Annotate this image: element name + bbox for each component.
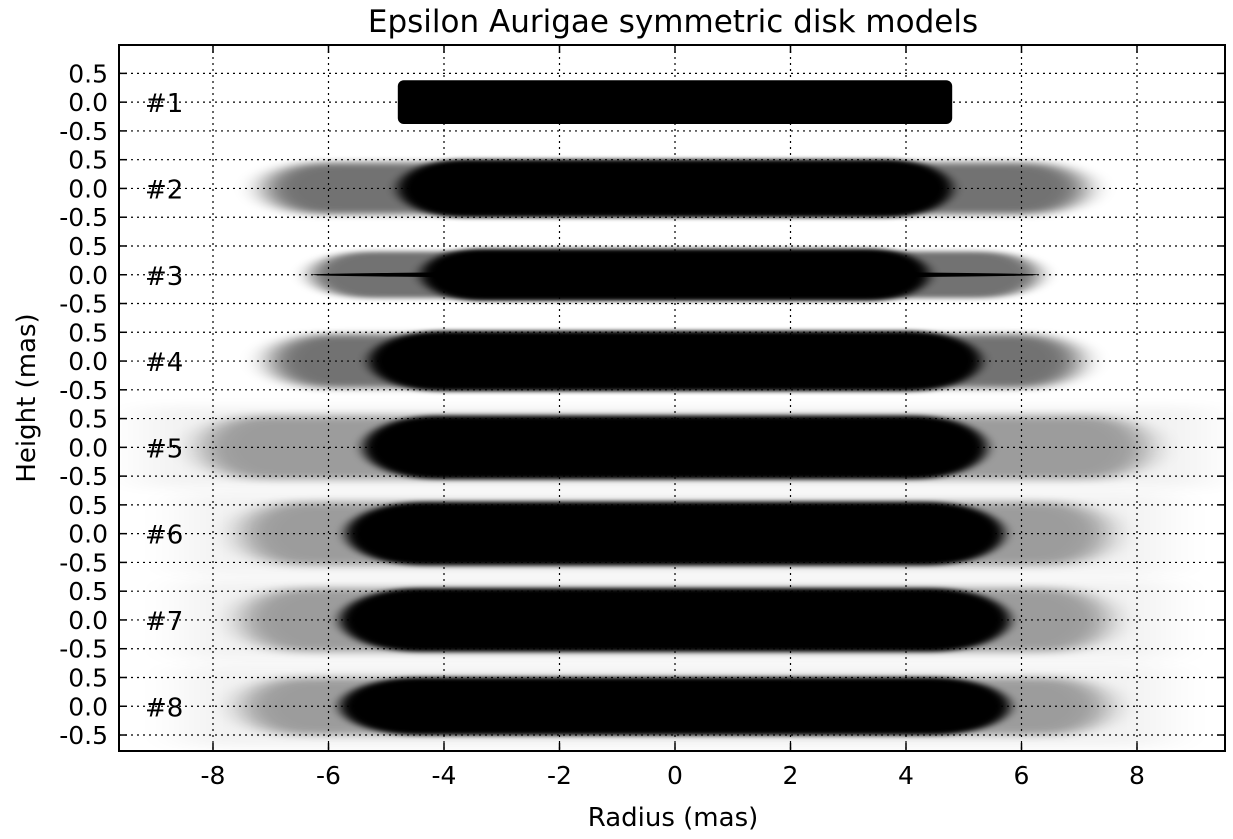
disk-core	[397, 159, 953, 218]
x-tick-label: 4	[898, 761, 914, 790]
x-tick-label: -4	[432, 761, 457, 790]
y-tick-label: 0.5	[68, 146, 108, 175]
y-tick-label: 0.0	[68, 433, 108, 462]
y-tick-label: 0.0	[68, 347, 108, 376]
disk-core	[345, 502, 1005, 566]
y-tick-label: 0.0	[68, 88, 108, 117]
y-tick-label: 0.5	[68, 59, 108, 88]
plot-frame	[118, 44, 1226, 752]
y-tick-label: 0.0	[68, 174, 108, 203]
y-tick-label: -0.5	[59, 462, 108, 491]
x-tick-label: 0	[667, 761, 683, 790]
y-tick-label: 0.0	[68, 692, 108, 721]
disk-panel	[264, 159, 1086, 218]
model-label: #7	[145, 607, 183, 637]
x-tick-label: -2	[547, 761, 572, 790]
disk-panel	[270, 331, 1080, 391]
y-tick-label: 0.0	[68, 606, 108, 635]
x-tick-label: -8	[201, 761, 226, 790]
model-label: #3	[145, 262, 183, 292]
y-tick-label: -0.5	[59, 635, 108, 664]
y-tick-label: 0.5	[68, 663, 108, 692]
disk-core	[340, 588, 1010, 652]
y-tick-label: 0.5	[68, 232, 108, 261]
chart-title: Epsilon Aurigae symmetric disk models	[368, 4, 978, 40]
model-labels: #1 #2 #3 #4 #5 #6 #7 #8	[145, 89, 183, 723]
x-tick-label: -6	[316, 761, 341, 790]
grid-lines	[119, 45, 1225, 751]
x-tick-label: 6	[1014, 761, 1030, 790]
disk-core	[368, 331, 982, 391]
y-tick-label: 0.0	[68, 520, 108, 549]
y-tick-label: 0.5	[68, 491, 108, 520]
model-label: #2	[145, 175, 183, 205]
disk-panel	[397, 80, 953, 125]
y-tick-label: -0.5	[59, 548, 108, 577]
y-tick-label: -0.5	[59, 203, 108, 232]
model-label: #5	[145, 434, 183, 464]
model-label: #6	[145, 521, 183, 551]
y-tick-label: 0.5	[68, 318, 108, 347]
y-tick-label: -0.5	[59, 721, 108, 750]
disk-core	[397, 80, 953, 125]
y-tick-label: 0.0	[68, 261, 108, 290]
model-label: #8	[145, 693, 183, 723]
y-tick-label: 0.5	[68, 405, 108, 434]
y-axis-label: Height (mas)	[12, 313, 42, 482]
y-tick-label: -0.5	[59, 290, 108, 319]
model-label: #4	[145, 348, 183, 378]
y-tick-label: -0.5	[59, 117, 108, 146]
y-tick-label: 0.5	[68, 577, 108, 606]
model-label: #1	[145, 89, 183, 119]
x-axis-label: Radius (mas)	[588, 803, 759, 833]
x-tick-label: 8	[1129, 761, 1145, 790]
x-tick-label: 2	[783, 761, 799, 790]
axis-ticks: -8 -6 -4 -2 0 2 4 6 80.50.0-0.50.50.0-0.50.50.0-…	[59, 45, 1225, 790]
y-tick-label: -0.5	[59, 376, 108, 405]
